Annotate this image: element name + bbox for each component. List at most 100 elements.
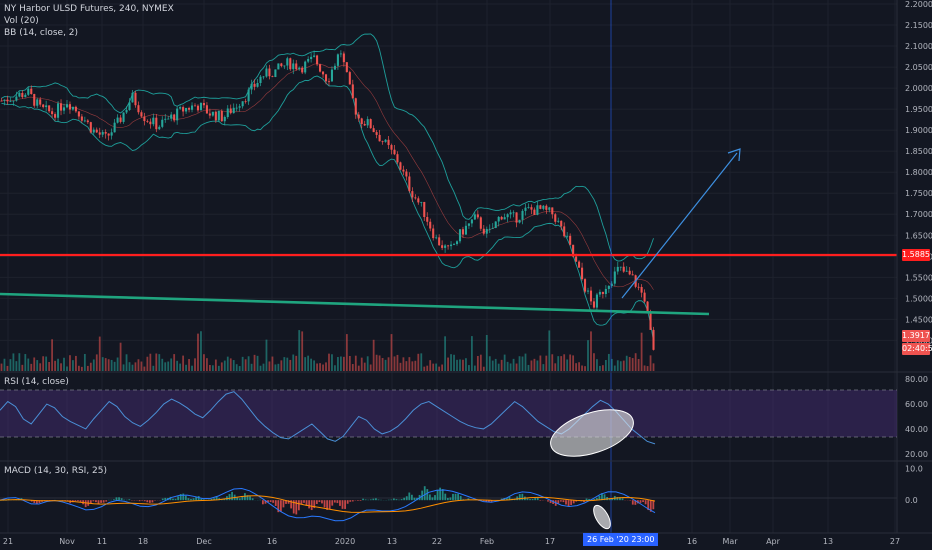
macd-hist-bar (506, 498, 508, 501)
macd-hist-bar (439, 487, 442, 501)
volume-bar (569, 354, 572, 371)
volume-bar (426, 365, 429, 371)
volume-bar (554, 363, 557, 371)
candle (375, 130, 378, 139)
candle-body (229, 108, 232, 114)
candle-body (208, 113, 211, 116)
volume-bar (191, 365, 193, 371)
candle (15, 91, 18, 102)
volume-bar (3, 358, 6, 371)
volume-bar (140, 361, 143, 371)
macd-hist-bar (35, 500, 38, 504)
candle (83, 116, 86, 123)
macd-hist-bar (588, 498, 591, 501)
volume-bar (289, 359, 292, 371)
candle (604, 285, 607, 298)
macd-hist-bar (601, 493, 603, 501)
candle-body (193, 105, 197, 107)
volume-bar (351, 364, 354, 371)
macd-hist-bar (190, 498, 192, 501)
candle (628, 267, 631, 276)
candle-body (295, 63, 298, 70)
candle (104, 129, 107, 139)
signal-line (0, 495, 656, 513)
macd-hist-bar (488, 500, 490, 503)
candle (259, 74, 262, 87)
macd-hist-bar (238, 498, 241, 501)
volume-bar (482, 366, 485, 371)
volume-bar (143, 366, 146, 371)
volume-bar (334, 365, 336, 371)
bb-legend[interactable]: BB (14, close, 2) (4, 28, 79, 38)
volume-bar (98, 336, 101, 371)
volume-bar (15, 361, 18, 371)
macd-hist-bar (446, 497, 449, 501)
candle (319, 63, 322, 73)
macd-hist-bar (318, 500, 321, 503)
candle-body (536, 205, 539, 215)
candle-body (342, 53, 345, 63)
candle-body (250, 83, 253, 90)
volume-bar (551, 354, 554, 371)
volume-bar (298, 330, 301, 371)
candle-body (244, 101, 247, 103)
candle (98, 127, 101, 139)
descending-trendline[interactable] (0, 292, 710, 316)
rsi-line (0, 391, 656, 445)
bb-basis (1, 63, 654, 290)
candle (652, 326, 655, 351)
volume-bar (652, 363, 655, 371)
candle (581, 262, 584, 281)
candle (268, 64, 271, 80)
volume-bar (423, 366, 426, 371)
candle (18, 91, 21, 98)
vol-legend[interactable]: Vol (20) (4, 16, 39, 26)
macd-hist-bar (310, 500, 313, 511)
candle-body (6, 99, 9, 102)
candle-body (95, 129, 98, 133)
candle-body (411, 191, 414, 198)
candle (71, 106, 74, 111)
macd-hist-bar (249, 496, 251, 501)
candle (464, 221, 467, 235)
volume-bar (408, 357, 411, 371)
rsi-legend[interactable]: RSI (14, close) (4, 376, 69, 388)
candle-body (235, 107, 238, 109)
candle (444, 244, 447, 253)
candle (220, 109, 223, 122)
volume-bar (435, 363, 438, 371)
macd-hist-bar (349, 500, 352, 502)
price-tick-label: 2.0000 (905, 84, 932, 93)
candle-body (375, 132, 378, 135)
candle-body (140, 112, 143, 117)
candle (307, 56, 310, 64)
macd-hist-bar (649, 500, 652, 512)
macd-hist-bar (369, 499, 372, 501)
candle (363, 120, 366, 127)
candle-body (601, 291, 604, 294)
volume-bar (342, 356, 345, 371)
volume-bar (476, 355, 479, 371)
candle-body (286, 58, 289, 66)
volume-bar (640, 332, 643, 371)
symbol-title[interactable]: NY Harbor ULSD Futures, 240, NYMEX (4, 4, 174, 14)
volume-bar (33, 357, 36, 371)
candle (113, 119, 116, 133)
candle-body (211, 111, 214, 116)
candle (3, 99, 6, 106)
candle-body (45, 105, 48, 108)
crosshair-time-tag: 26 Feb '20 23:00 (583, 533, 659, 546)
candle-body (429, 221, 432, 229)
candle-body (336, 54, 339, 66)
macd-hist-bar (179, 494, 182, 501)
price-tick-label: 1.9000 (905, 126, 932, 135)
price-tick-label: 1.6500 (905, 231, 932, 240)
macd-hist-bar (200, 498, 203, 501)
candle-body (598, 291, 601, 295)
candle-body (48, 105, 51, 112)
candle (298, 66, 301, 71)
projection-arrow[interactable] (621, 148, 741, 299)
macd-legend[interactable]: MACD (14, 30, RSI, 25) (4, 465, 107, 477)
candle-body (137, 105, 140, 113)
